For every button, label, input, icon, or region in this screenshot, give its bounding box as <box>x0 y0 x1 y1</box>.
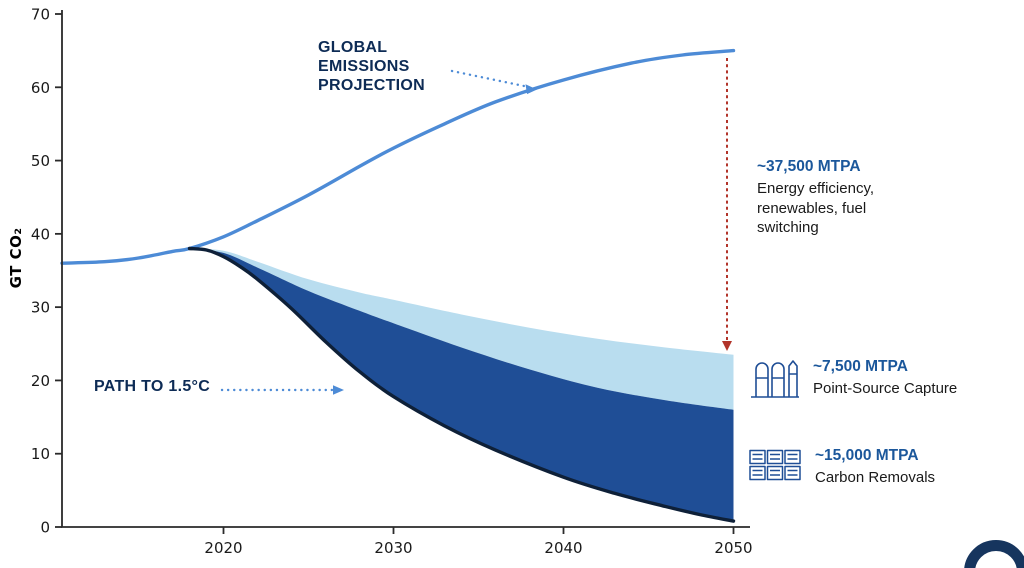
projection-pointer-arrowhead <box>525 84 537 95</box>
abatement-value: ~37,500 MTPA <box>757 158 861 175</box>
x-tick-label: 2040 <box>544 539 582 557</box>
point-source-capture-icon <box>750 352 800 405</box>
carbon-removals-band <box>189 248 734 522</box>
y-tick-label: 70 <box>31 6 50 24</box>
carbon-removals-annotation: ~15,000 MTPA Carbon Removals <box>748 443 935 492</box>
y-tick-label: 40 <box>31 225 50 243</box>
y-tick-label: 10 <box>31 445 50 463</box>
y-tick-label: 30 <box>31 299 50 317</box>
path-pointer-arrowhead <box>333 385 344 395</box>
x-tick-label: 2030 <box>374 539 412 557</box>
global-emissions-projection-line <box>60 48 736 265</box>
path-to-1-5c-line <box>187 246 736 523</box>
capture-description: Point-Source Capture <box>813 380 958 398</box>
carbon-removals-text: ~15,000 MTPA Carbon Removals <box>815 447 935 488</box>
abatement-gap-arrowhead <box>722 341 732 351</box>
abatement-description: Energy efficiency, renewables, fuel swit… <box>757 180 875 236</box>
y-axis-label: GT CO₂ <box>7 228 25 289</box>
point-source-capture-band <box>189 248 734 410</box>
projection-pointer-arrow <box>450 69 526 88</box>
removals-description: Carbon Removals <box>815 469 936 487</box>
y-tick-label: 20 <box>31 372 50 390</box>
point-source-capture-text: ~7,500 MTPA Point-Source Capture <box>813 358 957 399</box>
x-tick-label: 2020 <box>204 539 242 557</box>
abatement-annotation: ~37,500 MTPA Energy efficiency, renewabl… <box>757 158 927 238</box>
carbon-removals-icon <box>748 443 802 492</box>
capture-value: ~7,500 MTPA <box>813 358 908 376</box>
x-tick-label: 2050 <box>714 539 752 557</box>
point-source-capture-annotation: ~7,500 MTPA Point-Source Capture <box>750 352 957 405</box>
y-tick-label: 0 <box>40 519 50 537</box>
y-tick-label: 50 <box>31 152 50 170</box>
logo-circle <box>964 540 1024 568</box>
global-emissions-projection-label: GLOBAL EMISSIONS PROJECTION <box>318 39 426 94</box>
path-to-1-5c-label: PATH TO 1.5°C <box>94 378 211 395</box>
removals-value: ~15,000 MTPA <box>815 447 919 465</box>
y-tick-label: 60 <box>31 79 50 97</box>
